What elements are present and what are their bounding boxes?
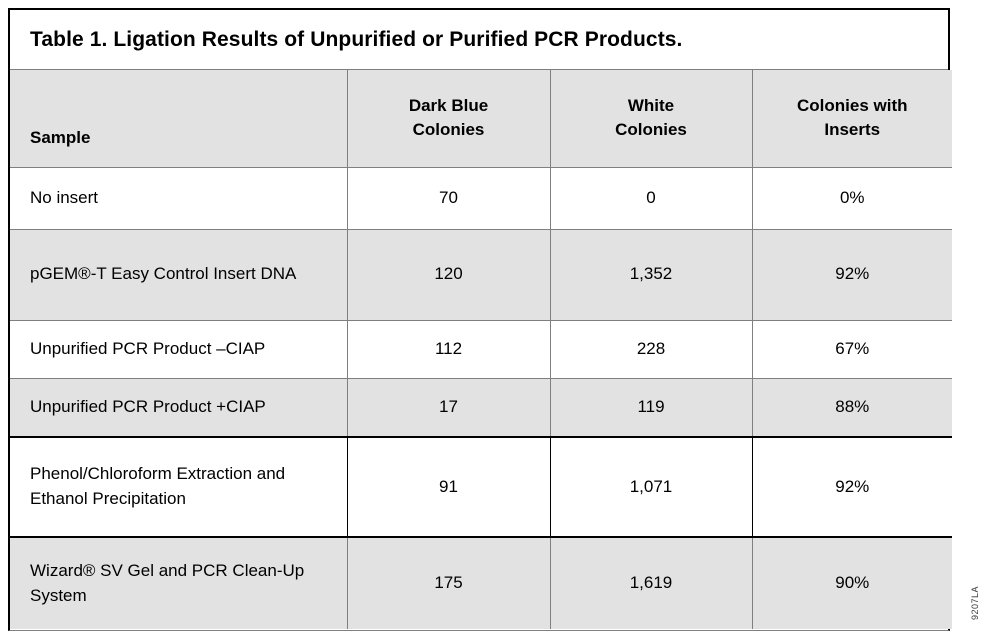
table-row: Unpurified PCR Product –CIAP 112 228 67%	[10, 319, 952, 378]
column-header-label: White	[627, 95, 675, 115]
white-colonies-cell: 1,071	[549, 436, 752, 538]
table-row: Unpurified PCR Product +CIAP 17 119 88%	[10, 377, 952, 437]
dark-blue-colonies-cell: 112	[346, 319, 550, 378]
dark-blue-colonies-cell: 91	[346, 436, 550, 538]
figure-code-label: 9207LA	[970, 585, 980, 621]
table-header-row: Sample Dark Blue Colonies White Colonies…	[10, 70, 952, 167]
sample-name-cell: Unpurified PCR Product –CIAP	[10, 319, 347, 378]
colonies-with-inserts-cell: 90%	[751, 536, 952, 629]
table-row: Wizard® SV Gel and PCR Clean-Up System 1…	[10, 536, 952, 629]
sample-name-cell: No insert	[10, 166, 347, 229]
dark-blue-colonies-cell: 175	[346, 536, 550, 629]
column-header-dark-blue-colonies: Dark Blue Colonies	[346, 70, 550, 167]
dark-blue-colonies-cell: 70	[346, 166, 550, 229]
white-colonies-cell: 119	[549, 377, 752, 437]
white-colonies-cell: 0	[549, 166, 752, 229]
dark-blue-colonies-cell: 17	[346, 377, 550, 437]
sample-name-cell: pGEM®-T Easy Control Insert DNA	[10, 228, 347, 320]
column-header-label: Inserts	[824, 120, 881, 140]
table-frame: Table 1. Ligation Results of Unpurified …	[8, 8, 952, 631]
white-colonies-cell: 228	[549, 319, 752, 378]
colonies-with-inserts-cell: 0%	[751, 166, 952, 229]
colonies-with-inserts-cell: 67%	[751, 319, 952, 378]
white-colonies-cell: 1,352	[549, 228, 752, 320]
colonies-with-inserts-cell: 88%	[751, 377, 952, 437]
table-row: Phenol/Chloroform Extraction and Ethanol…	[10, 436, 952, 538]
table-title-bar: Table 1. Ligation Results of Unpurified …	[10, 10, 948, 70]
dark-blue-colonies-cell: 120	[346, 228, 550, 320]
column-header-label: Colonies	[615, 120, 687, 140]
table-row: No insert 70 0 0%	[10, 166, 952, 229]
column-header-label: Dark Blue	[408, 95, 489, 115]
colonies-with-inserts-cell: 92%	[751, 436, 952, 538]
sample-name-cell: Phenol/Chloroform Extraction and Ethanol…	[10, 436, 347, 538]
sample-name-cell: Unpurified PCR Product +CIAP	[10, 377, 347, 437]
column-header-label: Colonies with	[797, 95, 908, 115]
colonies-with-inserts-cell: 92%	[751, 228, 952, 320]
ligation-results-table: Sample Dark Blue Colonies White Colonies…	[10, 70, 952, 629]
sample-name-cell: Wizard® SV Gel and PCR Clean-Up System	[10, 536, 347, 629]
column-header-white-colonies: White Colonies	[549, 70, 752, 167]
table-title: Table 1. Ligation Results of Unpurified …	[30, 27, 683, 51]
column-header-colonies-with-inserts: Colonies with Inserts	[751, 70, 952, 167]
column-header-sample: Sample	[10, 70, 347, 167]
white-colonies-cell: 1,619	[549, 536, 752, 629]
table-row: pGEM®-T Easy Control Insert DNA 120 1,35…	[10, 228, 952, 320]
column-header-label: Sample	[30, 127, 91, 147]
column-header-label: Colonies	[412, 120, 485, 140]
